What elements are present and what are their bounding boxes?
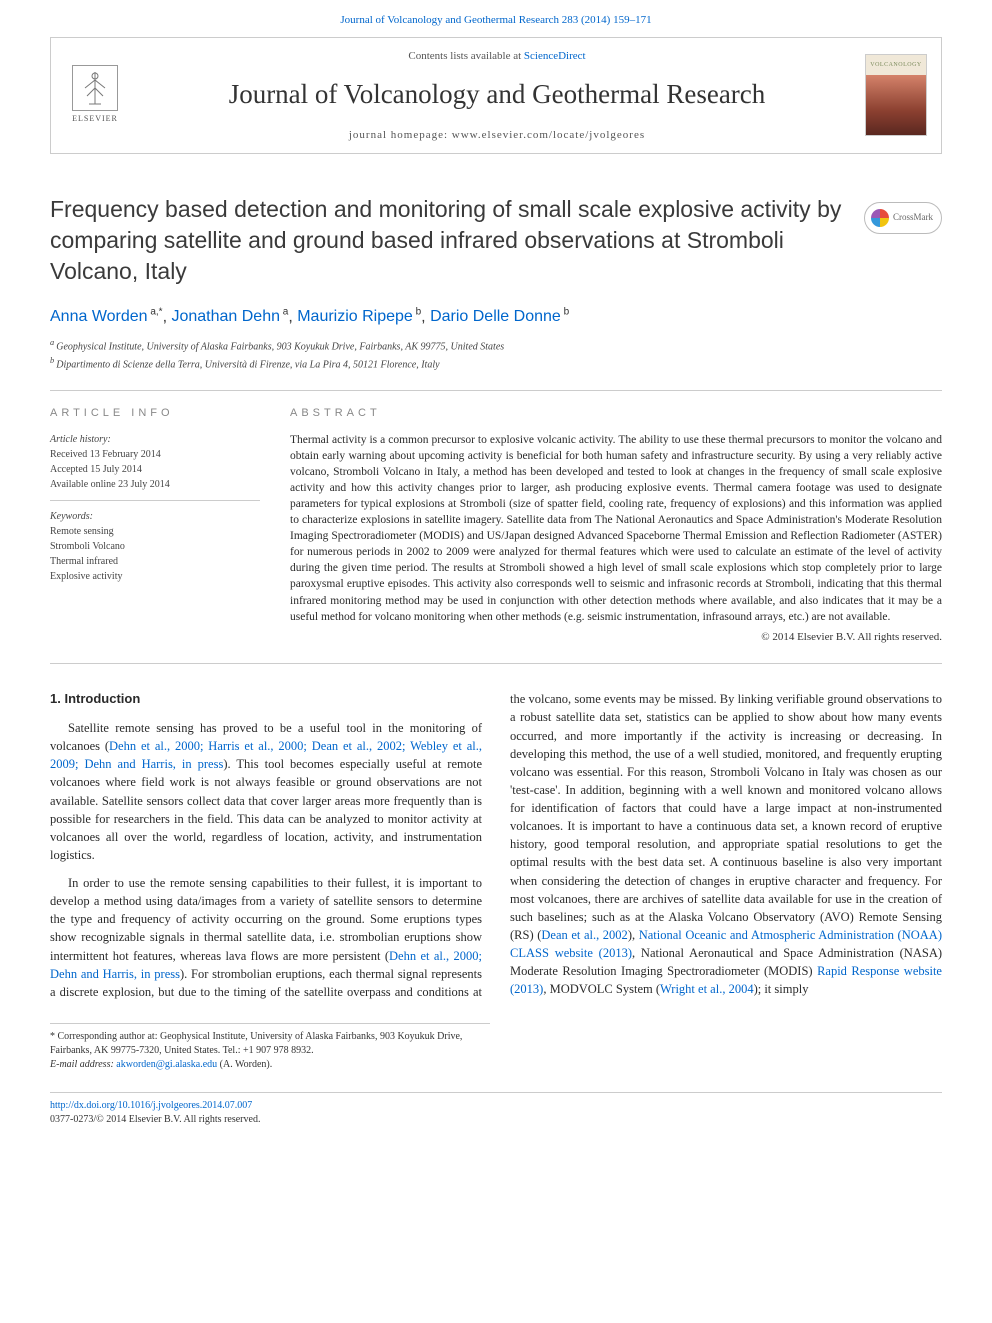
journal-header-box: ELSEVIER Contents lists available at Sci… <box>50 37 942 155</box>
doi-link[interactable]: http://dx.doi.org/10.1016/j.jvolgeores.2… <box>50 1100 252 1111</box>
author: Maurizio Ripepe b <box>297 308 421 325</box>
crossmark-label: CrossMark <box>893 211 933 225</box>
keyword: Stromboli Volcano <box>50 539 260 554</box>
abstract-text: Thermal activity is a common precursor t… <box>290 432 942 625</box>
corr-star: * <box>50 1031 55 1042</box>
article-info-col: article info Article history: Received 1… <box>50 405 260 645</box>
history-label: Article history: <box>50 432 260 447</box>
author: Anna Worden a,* <box>50 308 163 325</box>
history-accepted: Accepted 15 July 2014 <box>50 462 260 477</box>
keyword: Remote sensing <box>50 524 260 539</box>
author-sup: a <box>280 307 288 318</box>
author: Dario Delle Donne b <box>430 308 569 325</box>
keywords-label: Keywords: <box>50 509 260 524</box>
author-sup: b <box>561 307 569 318</box>
cite-link[interactable]: Wright et al., 2004 <box>660 982 754 996</box>
article-title: Frequency based detection and monitoring… <box>50 194 942 287</box>
article-head: CrossMark Frequency based detection and … <box>50 194 942 372</box>
sciencedirect-link[interactable]: ScienceDirect <box>524 50 586 62</box>
keywords-block: Keywords: Remote sensingStromboli Volcan… <box>50 509 260 584</box>
keyword: Explosive activity <box>50 569 260 584</box>
divider-bottom <box>50 663 942 664</box>
journal-cover-thumb: VOLCANOLOGY <box>865 54 927 136</box>
crossmark-badge[interactable]: CrossMark <box>864 202 942 234</box>
author-name[interactable]: Anna Worden <box>50 308 148 325</box>
top-citation-link[interactable]: Journal of Volcanology and Geothermal Re… <box>340 14 651 26</box>
intro-para-1: Satellite remote sensing has proved to b… <box>50 719 482 864</box>
abstract-col: abstract Thermal activity is a common pr… <box>290 405 942 645</box>
article-history: Article history: Received 13 February 20… <box>50 432 260 501</box>
contents-prefix: Contents lists available at <box>408 50 523 62</box>
header-center: Contents lists available at ScienceDirec… <box>145 48 849 144</box>
section-heading-introduction: 1. Introduction <box>50 690 482 709</box>
body-columns: 1. Introduction Satellite remote sensing… <box>50 690 942 1004</box>
corr-email-suffix: (A. Worden). <box>220 1059 273 1070</box>
meta-row: article info Article history: Received 1… <box>50 405 942 645</box>
page-footer: http://dx.doi.org/10.1016/j.jvolgeores.2… <box>50 1092 942 1127</box>
crossmark-icon <box>871 209 889 227</box>
corr-email-link[interactable]: akworden@gi.alaska.edu <box>116 1059 217 1070</box>
affiliation: a Geophysical Institute, University of A… <box>50 337 942 354</box>
corresponding-note: * Corresponding author at: Geophysical I… <box>50 1023 490 1072</box>
author-sup: a,* <box>148 307 163 318</box>
history-online: Available online 23 July 2014 <box>50 477 260 492</box>
author: Jonathan Dehn a <box>171 308 288 325</box>
article-info-label: article info <box>50 405 260 422</box>
abstract-label: abstract <box>290 405 942 422</box>
elsevier-logo: ELSEVIER <box>65 61 125 129</box>
divider-top <box>50 390 942 391</box>
contents-lists-line: Contents lists available at ScienceDirec… <box>145 48 849 65</box>
affiliation: b Dipartimento di Scienze della Terra, U… <box>50 355 942 372</box>
corr-text: Corresponding author at: Geophysical Ins… <box>50 1031 462 1056</box>
keyword: Thermal infrared <box>50 554 260 569</box>
abstract-copyright: © 2014 Elsevier B.V. All rights reserved… <box>290 629 942 646</box>
author-sup: b <box>413 307 421 318</box>
author-name[interactable]: Maurizio Ripepe <box>297 308 413 325</box>
authors-line: Anna Worden a,*, Jonathan Dehn a, Mauriz… <box>50 305 942 329</box>
journal-homepage: journal homepage: www.elsevier.com/locat… <box>145 127 849 144</box>
journal-title: Journal of Volcanology and Geothermal Re… <box>145 74 849 115</box>
elsevier-tree-icon <box>72 65 118 111</box>
top-citation: Journal of Volcanology and Geothermal Re… <box>0 0 992 37</box>
journal-cover-text: VOLCANOLOGY <box>866 61 926 70</box>
issn-line: 0377-0273/© 2014 Elsevier B.V. All right… <box>50 1114 260 1125</box>
history-received: Received 13 February 2014 <box>50 447 260 462</box>
author-name[interactable]: Jonathan Dehn <box>171 308 280 325</box>
email-label: E-mail address: <box>50 1059 114 1070</box>
elsevier-wordmark: ELSEVIER <box>72 113 118 125</box>
affiliations: a Geophysical Institute, University of A… <box>50 337 942 372</box>
author-name[interactable]: Dario Delle Donne <box>430 308 561 325</box>
cite-link[interactable]: Dean et al., 2002 <box>541 928 627 942</box>
